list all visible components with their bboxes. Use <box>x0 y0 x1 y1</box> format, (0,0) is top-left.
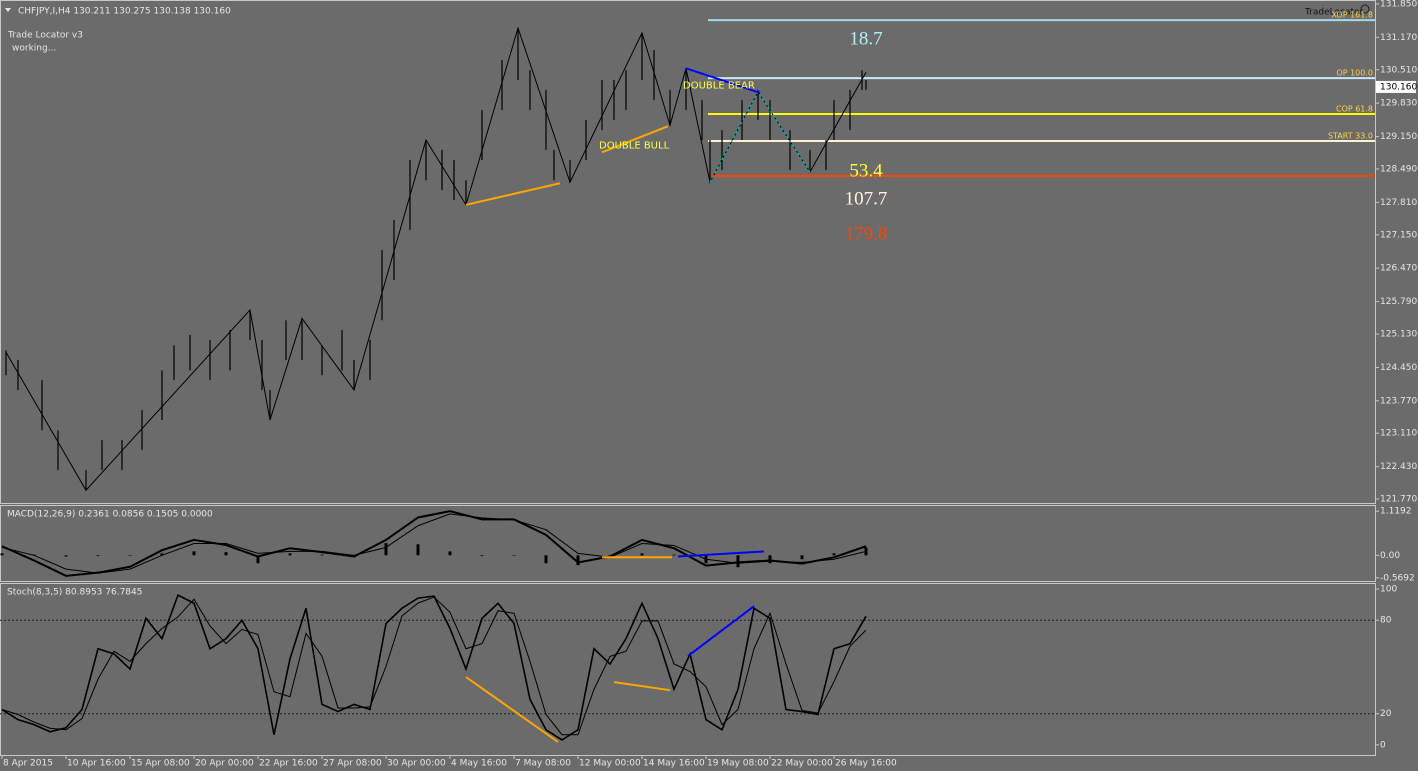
macd-histogram-bar <box>576 555 580 566</box>
y-tick-label: 128.490 <box>1380 164 1417 174</box>
pattern-line <box>613 681 671 692</box>
macd-histogram-bar <box>160 553 164 556</box>
pattern-line <box>465 676 559 743</box>
macd-histogram-bar <box>288 553 292 556</box>
y-tick-label: 129.830 <box>1380 99 1417 109</box>
watermark-icon[interactable] <box>1360 4 1370 14</box>
level-label: XOP 161.8 <box>1331 11 1373 20</box>
y-tick-label: 126.470 <box>1380 264 1417 274</box>
stat-value: 18.7 <box>849 28 882 49</box>
y-tick-label: -0.5692 <box>1380 573 1415 583</box>
macd-histogram-bar <box>384 543 388 556</box>
y-tick-label: 122.430 <box>1380 462 1417 472</box>
y-tick-label: 20 <box>1380 709 1392 719</box>
macd-panel <box>0 505 1376 582</box>
y-tick-label: 127.810 <box>1380 198 1417 208</box>
x-tick-label: 19 May 08:00 <box>707 759 769 769</box>
macd-histogram-bar <box>512 555 516 556</box>
y-tick-label: 127.150 <box>1380 230 1417 240</box>
y-tick-label: 131.850 <box>1380 0 1417 9</box>
x-tick-label: 22 Apr 16:00 <box>259 759 318 769</box>
price-title: CHFJPY,I,H4 130.211 130.275 130.138 130.… <box>18 7 231 17</box>
menu-icon[interactable] <box>5 8 11 12</box>
pattern-line <box>601 125 669 154</box>
stoch-line <box>1 594 867 741</box>
y-tick-label: 124.450 <box>1380 363 1417 373</box>
stoch-title: Stoch(8,3,5) 80.8953 76.7845 <box>7 588 142 598</box>
x-tick-label: 26 May 16:00 <box>835 759 897 769</box>
indicator-name: Trade Locator v3 <box>7 31 83 41</box>
level-label: START 33.0 <box>1328 131 1373 140</box>
macd-histogram-bar <box>544 555 548 564</box>
y-tick-label: 129.150 <box>1380 132 1417 142</box>
stoch-panel <box>0 583 1376 756</box>
macd-histogram-bar <box>64 555 68 557</box>
x-tick-label: 4 May 16:00 <box>451 759 507 769</box>
stoch-line <box>1 596 867 736</box>
macd-histogram-bar <box>480 555 484 557</box>
pattern-label: DOUBLE BEAR <box>683 80 755 91</box>
last-price-box <box>1376 80 1416 93</box>
pattern-line <box>685 67 761 94</box>
y-tick-label: 100 <box>1380 585 1397 595</box>
y-tick-label: 123.770 <box>1380 396 1417 406</box>
pattern-label: DOUBLE BULL <box>599 140 670 151</box>
y-tick-label: 121.770 <box>1380 495 1417 505</box>
macd-histogram-bar <box>320 554 324 556</box>
x-tick-label: 15 Apr 08:00 <box>131 759 190 769</box>
x-tick-label: 14 May 16:00 <box>643 759 705 769</box>
macd-histogram-bar <box>192 551 196 556</box>
macd-histogram-bar <box>640 553 644 556</box>
pattern-line <box>687 605 755 657</box>
y-tick-label: 130.510 <box>1380 65 1417 75</box>
stat-value: 107.7 <box>845 188 888 209</box>
macd-title: MACD(12,26,9) 0.2361 0.0856 0.1505 0.000… <box>7 510 213 520</box>
level-label: OP 100.0 <box>1336 69 1373 78</box>
y-tick-label: 80 <box>1380 616 1392 626</box>
macd-histogram-bar <box>736 555 740 568</box>
x-tick-label: 20 Apr 00:00 <box>195 759 254 769</box>
x-tick-label: 27 Apr 08:00 <box>323 759 382 769</box>
macd-histogram-bar <box>832 553 836 556</box>
y-tick-label: 125.790 <box>1380 297 1417 307</box>
macd-histogram-bar <box>416 544 420 556</box>
stat-value: 179.8 <box>845 223 888 244</box>
macd-histogram-bar <box>0 553 4 556</box>
y-tick-label: 123.110 <box>1380 429 1417 439</box>
macd-line <box>1 513 867 574</box>
indicator-status: working... <box>12 44 56 54</box>
macd-histogram-bar <box>96 555 100 557</box>
macd-line <box>1 510 867 577</box>
macd-histogram-bar <box>448 551 452 556</box>
price-panel <box>0 0 1376 504</box>
y-tick-label: 0 <box>1380 740 1386 750</box>
macd-histogram-bar <box>224 552 228 556</box>
pattern-line <box>465 182 561 206</box>
x-tick-label: 30 Apr 00:00 <box>387 759 446 769</box>
y-tick-label: 1.1192 <box>1380 507 1412 517</box>
x-tick-label: 22 May 00:00 <box>771 759 833 769</box>
macd-histogram-bar <box>128 555 132 556</box>
x-tick-label: 12 May 00:00 <box>579 759 641 769</box>
y-tick-label: 0.00 <box>1380 551 1400 561</box>
macd-histogram-bar <box>256 555 260 564</box>
level-label: COP 61.8 <box>1336 104 1373 113</box>
watermark: TradeLocator <box>1304 8 1364 18</box>
last-price-label: 130.160 <box>1380 82 1417 92</box>
macd-histogram-bar <box>800 555 804 560</box>
zigzag <box>5 26 867 492</box>
y-tick-label: 131.170 <box>1380 33 1417 43</box>
stat-value: 53.4 <box>849 160 883 181</box>
macd-histogram-bar <box>864 547 868 556</box>
x-tick-label: 10 Apr 16:00 <box>67 759 126 769</box>
x-tick-label: 8 Apr 2015 <box>3 759 53 769</box>
y-tick-label: 125.130 <box>1380 330 1417 340</box>
macd-histogram-bar <box>672 554 676 556</box>
x-tick-label: 7 May 08:00 <box>515 759 571 769</box>
pattern-line <box>677 550 765 558</box>
macd-histogram-bar <box>768 555 772 564</box>
